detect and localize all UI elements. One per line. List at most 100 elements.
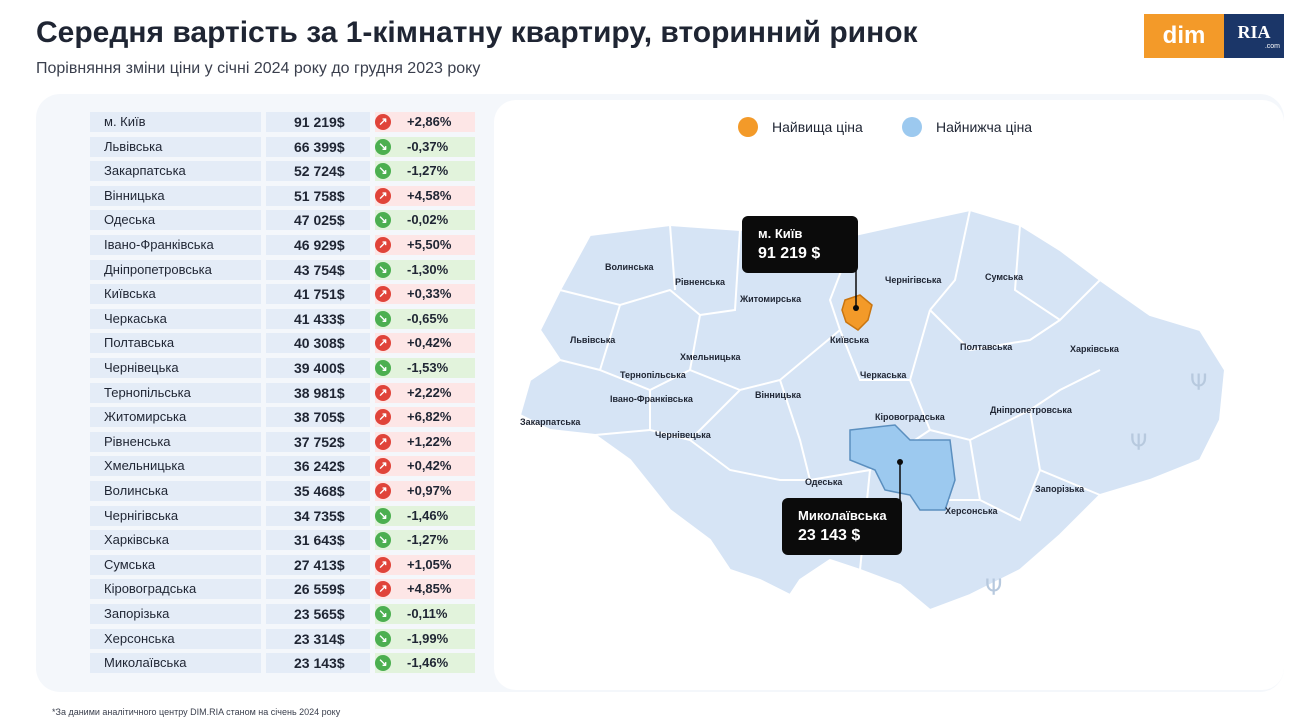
region-name-cell: Тернопільська: [90, 382, 261, 403]
table-row: Львівська 66 399$ ↘ -0,37%: [90, 136, 475, 157]
price-cell: 40 308$: [266, 333, 370, 354]
price-cell: 91 219$: [266, 112, 370, 132]
table-row: Херсонська 23 314$ ↘ -1,99%: [90, 628, 475, 649]
arrow-down-icon: ↘: [375, 360, 391, 376]
change-cell: ↘ -1,30%: [375, 259, 475, 280]
arrow-up-icon: ↗: [375, 581, 391, 598]
change-value: -1,53%: [407, 360, 449, 375]
price-cell: 47 025$: [266, 210, 370, 231]
map-region-label: Хмельницька: [680, 352, 741, 362]
arrow-down-icon: ↘: [375, 138, 391, 155]
footnote: *За даними аналітичного центру DIM.RIA с…: [52, 707, 341, 717]
map-region-label: Чернігівська: [885, 275, 942, 285]
change-value: -0,65%: [407, 310, 449, 326]
change-cell: ↗ +0,97%: [375, 481, 475, 501]
map-region-label: Вінницька: [755, 390, 802, 400]
price-cell: 66 399$: [266, 136, 370, 157]
change-cell: ↘ -1,27%: [375, 530, 475, 551]
arrow-up-icon: ↗: [375, 458, 391, 475]
table-row: Волинська 35 468$ ↗ +0,97%: [90, 481, 475, 501]
legend-highest: Найвища ціна: [738, 116, 863, 138]
price-cell: 31 643$: [266, 530, 370, 551]
arrow-down-icon: ↘: [375, 532, 391, 549]
table-row: Запорізька 23 565$ ↘ -0,11%: [90, 604, 475, 624]
ukraine-outline: [518, 208, 1227, 612]
map-region-label: Київська: [830, 335, 870, 345]
arrow-down-icon: ↘: [375, 606, 391, 622]
table-row: Дніпропетровська 43 754$ ↘ -1,30%: [90, 259, 475, 280]
table-row: Полтавська 40 308$ ↗ +0,42%: [90, 333, 475, 354]
region-name-cell: Рівненська: [90, 431, 261, 452]
region-name-cell: Кіровоградська: [90, 579, 261, 600]
price-cell: 26 559$: [266, 579, 370, 600]
change-cell: ↗ +1,22%: [375, 431, 475, 452]
arrow-down-icon: ↘: [375, 655, 391, 672]
legend-lowest-label: Найнижча ціна: [936, 119, 1033, 135]
ria-logo-suffix: .com: [1264, 42, 1280, 50]
map-region-label: Львівська: [570, 335, 616, 345]
table-row: Рівненська 37 752$ ↗ +1,22%: [90, 431, 475, 452]
trident-icon: Ψ: [985, 576, 1002, 601]
table-row: Вінницька 51 758$ ↗ +4,58%: [90, 185, 475, 206]
map-region-label: Дніпропетровська: [990, 405, 1073, 415]
change-value: +0,33%: [407, 286, 452, 302]
mykolaiv-pointer-dot: [897, 459, 903, 465]
ria-logo-text: RIA: [1237, 21, 1271, 42]
change-value: -1,46%: [407, 655, 449, 671]
change-value: +2,86%: [407, 114, 452, 129]
map-region-label: Черкаська: [860, 370, 907, 380]
change-value: +2,22%: [407, 384, 452, 400]
trident-icon: Ψ: [1190, 371, 1207, 396]
trident-icon: Ψ: [1130, 431, 1147, 456]
page-title: Середня вартість за 1-кімнатну квартиру,…: [36, 16, 918, 49]
region-name-cell: Хмельницька: [90, 456, 261, 477]
arrow-up-icon: ↗: [375, 187, 391, 204]
region-name-cell: Харківська: [90, 530, 261, 551]
page-subtitle: Порівняння зміни ціни у січні 2024 року …: [36, 60, 481, 77]
map-region-label: Одеська: [805, 477, 843, 487]
kyiv-callout-name: м. Київ: [758, 226, 803, 241]
map-region-label: Закарпатська: [520, 417, 581, 427]
legend-lowest-dot: [902, 117, 922, 137]
dimria-logo: dim RIA .com: [1144, 14, 1284, 58]
table-row: Черкаська 41 433$ ↘ -0,65%: [90, 308, 475, 329]
change-cell: ↗ +1,05%: [375, 554, 475, 575]
price-cell: 39 400$: [266, 358, 370, 378]
change-cell: ↘ -0,37%: [375, 136, 475, 157]
table-row: Чернівецька 39 400$ ↘ -1,53%: [90, 358, 475, 378]
arrow-up-icon: ↗: [375, 556, 391, 573]
region-name-cell: Івано-Франківська: [90, 235, 261, 255]
table-row: Івано-Франківська 46 929$ ↗ +5,50%: [90, 235, 475, 255]
arrow-up-icon: ↗: [375, 433, 391, 450]
change-value: +6,82%: [407, 409, 452, 425]
change-cell: ↘ -1,53%: [375, 358, 475, 378]
arrow-down-icon: ↘: [375, 163, 391, 180]
arrow-down-icon: ↘: [375, 630, 391, 647]
region-name-cell: Одеська: [90, 210, 261, 231]
change-value: -0,02%: [407, 212, 449, 228]
change-cell: ↘ -1,27%: [375, 161, 475, 182]
change-value: +0,42%: [407, 335, 452, 351]
change-value: +4,58%: [407, 187, 452, 203]
change-value: -0,37%: [407, 138, 449, 154]
price-cell: 41 433$: [266, 308, 370, 329]
region-name-cell: Київська: [90, 284, 261, 305]
region-name-cell: Закарпатська: [90, 161, 261, 182]
change-value: -1,27%: [407, 163, 449, 179]
change-cell: ↘ -1,46%: [375, 653, 475, 674]
change-cell: ↘ -0,11%: [375, 604, 475, 624]
table-row: Миколаївська 23 143$ ↘ -1,46%: [90, 653, 475, 674]
change-cell: ↗ +6,82%: [375, 407, 475, 428]
change-value: +0,97%: [407, 483, 452, 498]
change-cell: ↗ +0,42%: [375, 456, 475, 477]
mykolaiv-callout-price: 23 143 $: [798, 527, 861, 544]
change-cell: ↗ +2,22%: [375, 382, 475, 403]
price-cell: 51 758$: [266, 185, 370, 206]
arrow-down-icon: ↘: [375, 212, 391, 229]
map-region-label: Чернівецька: [655, 430, 712, 440]
price-cell: 23 314$: [266, 628, 370, 649]
mykolaiv-callout-name: Миколаївська: [798, 508, 887, 523]
table-row: Тернопільська 38 981$ ↗ +2,22%: [90, 382, 475, 403]
price-cell: 27 413$: [266, 554, 370, 575]
region-name-cell: Миколаївська: [90, 653, 261, 674]
